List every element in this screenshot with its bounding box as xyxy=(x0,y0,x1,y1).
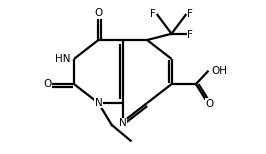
Text: N: N xyxy=(119,118,127,128)
Text: O: O xyxy=(205,99,213,109)
Text: HN: HN xyxy=(55,54,70,64)
Text: F: F xyxy=(150,9,156,19)
Text: OH: OH xyxy=(211,67,227,77)
Text: F: F xyxy=(187,9,193,19)
Text: O: O xyxy=(94,8,102,18)
Text: N: N xyxy=(94,98,102,108)
Text: F: F xyxy=(187,30,193,40)
Text: O: O xyxy=(43,79,51,89)
